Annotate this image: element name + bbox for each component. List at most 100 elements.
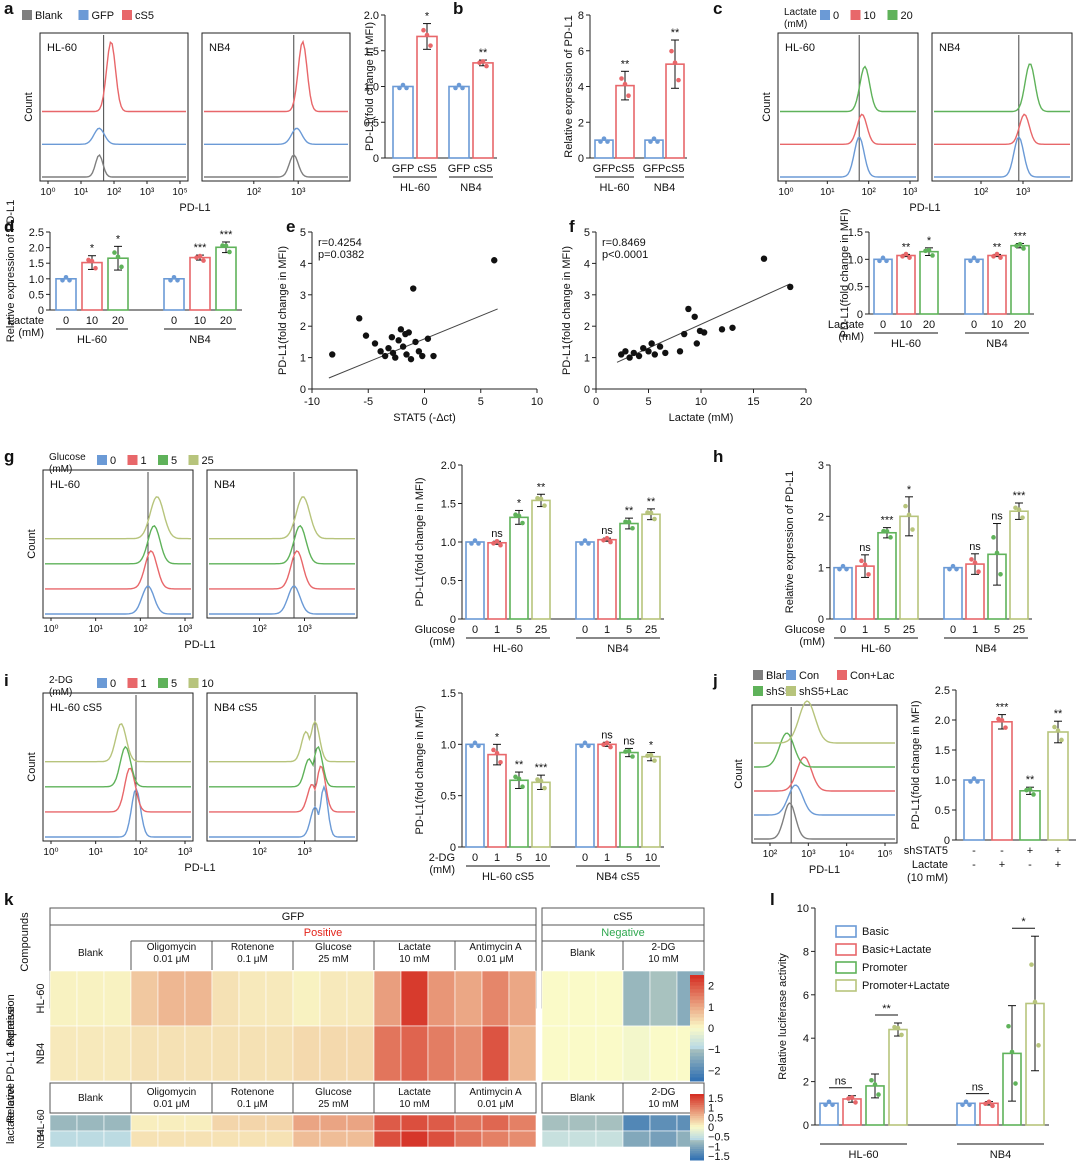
data-point <box>626 354 633 361</box>
x-tick-label: 10² <box>133 624 148 635</box>
group-label: HL-60 <box>849 1149 879 1161</box>
legend-swatch <box>835 925 857 938</box>
panel-letter-l: l <box>770 890 775 909</box>
compound-dose: 0.01 μM <box>477 954 513 965</box>
heatmap-cell <box>373 1130 402 1148</box>
data-point <box>676 348 684 355</box>
colorbar-segment <box>690 1035 704 1040</box>
histogram-trace <box>209 585 355 615</box>
colorbar-segment <box>690 1129 704 1132</box>
data-point <box>476 541 481 546</box>
group-label: NB4 <box>990 1149 1011 1161</box>
colorbar-segment <box>690 1020 704 1025</box>
category-label: 10 <box>535 852 547 864</box>
bar <box>448 85 470 159</box>
y-axis-label: PD-L1(fold change in MFI) <box>414 478 426 607</box>
heatmap-cell <box>454 1114 483 1132</box>
data-point <box>516 776 522 782</box>
data-point <box>691 313 698 320</box>
colorbar-segment <box>690 996 704 1001</box>
y-tick-label: 3 <box>584 290 590 302</box>
data-point <box>975 779 980 784</box>
data-point <box>397 85 402 91</box>
y-axis-label: Relative expression of PD-L1 <box>784 471 796 613</box>
group-header: GFP <box>282 911 305 923</box>
y-tick-label: 5 <box>300 227 306 239</box>
histogram-trace <box>754 700 895 744</box>
heatmap-cell <box>319 1114 348 1132</box>
data-point <box>513 512 518 518</box>
y-tick-label: 3 <box>300 290 306 302</box>
data-point <box>895 1025 901 1031</box>
data-point <box>513 774 518 780</box>
significance-label: * <box>90 243 95 255</box>
legend-label: cS5 <box>135 10 154 22</box>
colorbar-segment <box>690 978 704 983</box>
histogram-trace <box>45 585 191 615</box>
x-tick-label: 10¹ <box>88 624 103 635</box>
heatmap-cell <box>103 1114 132 1132</box>
category-label: 1 <box>604 624 610 636</box>
y-tick-label: 2 <box>803 1077 809 1089</box>
significance-label: *** <box>535 762 549 774</box>
y-tick-label: 0 <box>38 305 44 317</box>
legend-swatch <box>22 10 32 20</box>
x-tick-label: 10² <box>247 187 262 198</box>
significance-label: ** <box>537 481 546 493</box>
x-tick-label: 10² <box>861 187 876 198</box>
data-point <box>840 563 846 569</box>
x-axis-label: PD-L1 <box>184 639 215 651</box>
data-point <box>630 754 635 759</box>
heatmap-cell <box>49 970 78 1027</box>
y-tick-label: 2.5 <box>935 685 950 697</box>
data-point <box>1020 515 1025 520</box>
significance-label: ns <box>601 729 613 741</box>
y-tick-label: 0 <box>300 384 306 396</box>
bar <box>465 743 485 848</box>
significance-label: ** <box>671 27 680 39</box>
y-tick-label: 0.5 <box>935 805 950 817</box>
bar <box>1009 510 1029 620</box>
significance-label: * <box>927 235 932 247</box>
colorbar-segment <box>690 1056 704 1061</box>
x-tick-label: 10⁰ <box>778 187 793 198</box>
data-point <box>630 525 635 531</box>
colorbar-segment <box>690 1006 704 1011</box>
y-tick-label: 1.0 <box>848 254 863 266</box>
y-tick-label: 1 <box>818 563 824 575</box>
category-label: 1 <box>494 852 500 864</box>
x-tick-label: 10⁴ <box>839 849 854 860</box>
y-tick-label: 6 <box>578 46 584 58</box>
colorbar-segment <box>690 1013 704 1018</box>
y-tick-label: 1.5 <box>441 499 456 511</box>
data-point <box>410 285 417 292</box>
row-label: (mM) <box>18 327 44 339</box>
data-point <box>876 1092 881 1097</box>
heatmap-cell <box>595 1025 624 1082</box>
y-tick-label: 0.5 <box>848 282 863 294</box>
y-tick-label: 6 <box>803 990 809 1002</box>
row-value: - <box>1028 859 1032 871</box>
colorbar-tick-label: 0.5 <box>708 1112 723 1124</box>
x-tick-label: 10² <box>133 847 148 858</box>
data-point <box>846 1096 851 1101</box>
x-axis-label: PD-L1 <box>179 202 210 214</box>
bar <box>877 531 897 620</box>
y-axis-label: PD-L1(fold change in MFI) <box>364 22 376 151</box>
legend-label: Basic <box>862 926 889 938</box>
y-axis-label: Count <box>761 92 773 121</box>
colorbar-segment <box>690 1042 704 1047</box>
data-point <box>640 344 647 352</box>
heatmap-cell <box>481 970 510 1027</box>
legend-swatch <box>158 455 168 465</box>
colorbar-segment <box>690 1031 704 1036</box>
y-tick-label: 5 <box>584 227 590 239</box>
heatmap-cell <box>346 1114 375 1132</box>
colorbar-segment <box>690 1120 704 1124</box>
histogram-trace <box>754 802 895 840</box>
y-tick-label: 0.5 <box>29 289 44 301</box>
category-label: 0 <box>971 319 977 331</box>
compound-name: Antimycin A <box>469 942 522 953</box>
heatmap-cell <box>373 1025 402 1082</box>
data-point <box>491 747 496 753</box>
